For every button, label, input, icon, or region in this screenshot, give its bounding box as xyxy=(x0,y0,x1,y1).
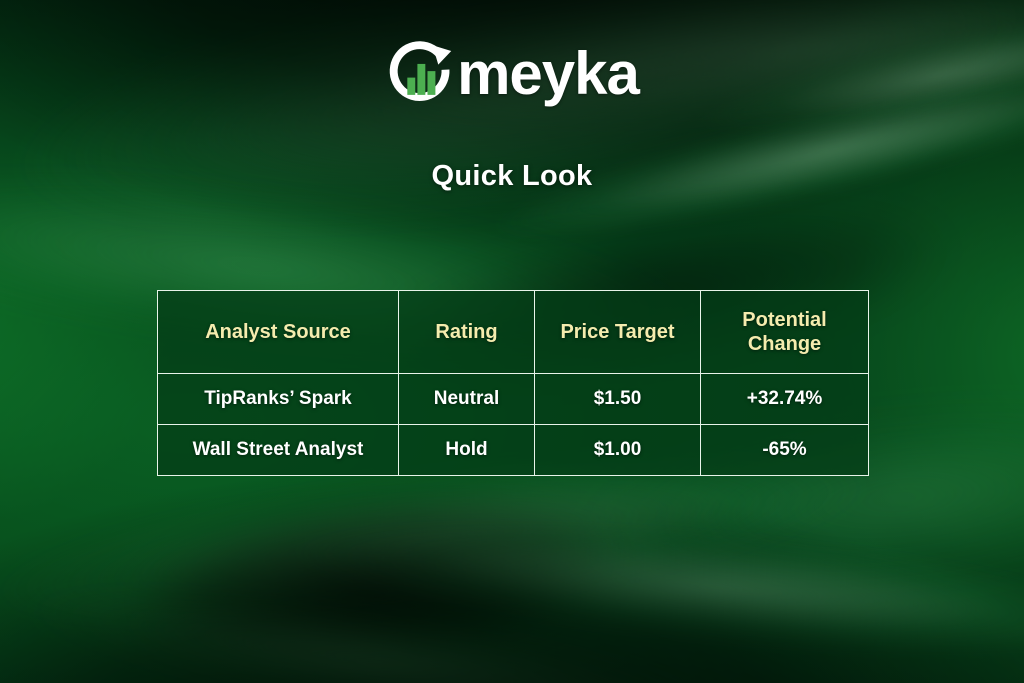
cell-rating: Neutral xyxy=(398,373,535,425)
cell-price-target: $1.50 xyxy=(534,373,701,425)
column-header-rating: Rating xyxy=(398,290,535,374)
quick-look-table-wrapper: Analyst Source Rating Price Target Poten… xyxy=(157,290,869,476)
table-row: Wall Street Analyst Hold $1.00 -65% xyxy=(157,424,869,476)
table-row: TipRanks’ Spark Neutral $1.50 +32.74% xyxy=(157,373,869,425)
cell-price-target: $1.00 xyxy=(534,424,701,476)
circular-arrow-bar-chart-icon xyxy=(389,41,452,101)
brand-wordmark: meyka xyxy=(457,40,640,107)
cell-analyst-source: Wall Street Analyst xyxy=(157,424,399,476)
table-header-row: Analyst Source Rating Price Target Poten… xyxy=(157,290,869,374)
page-title: Quick Look xyxy=(431,160,593,192)
cell-potential-change: +32.74% xyxy=(700,373,869,425)
column-header-price-target: Price Target xyxy=(534,290,701,374)
brand-logo: meyka xyxy=(0,38,1024,110)
cell-potential-change: -65% xyxy=(700,424,869,476)
column-header-potential-change: Potential Change xyxy=(700,290,869,374)
column-header-analyst-source: Analyst Source xyxy=(157,290,399,374)
cell-rating: Hold xyxy=(398,424,535,476)
quick-look-table: Analyst Source Rating Price Target Poten… xyxy=(157,290,869,476)
cell-analyst-source: TipRanks’ Spark xyxy=(157,373,399,425)
